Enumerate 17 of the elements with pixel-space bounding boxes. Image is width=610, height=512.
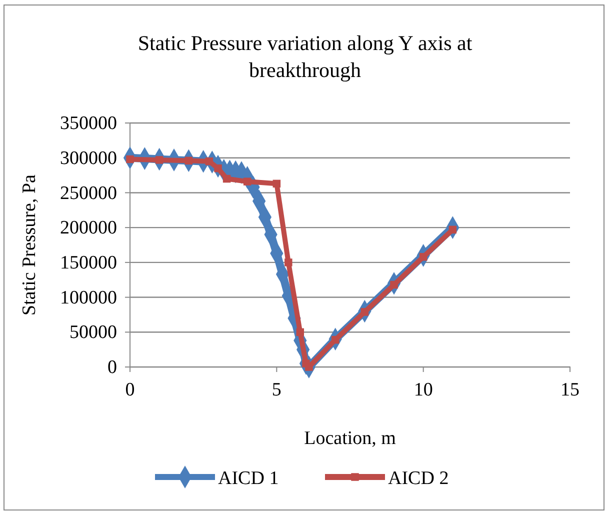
x-tick-label: 0 xyxy=(125,379,135,400)
y-axis-title: Static Pressure, Pa xyxy=(19,174,40,316)
y-tick-label: 0 xyxy=(108,357,117,378)
x-axis-title: Location, m xyxy=(304,428,396,449)
y-tick-label: 250000 xyxy=(60,182,117,204)
y-tick-label: 300000 xyxy=(60,148,117,169)
x-tick-label: 10 xyxy=(414,379,433,400)
y-tick-label: 200000 xyxy=(60,218,117,239)
x-tick-label: 15 xyxy=(560,379,580,400)
x-tick-label: 5 xyxy=(272,379,282,400)
y-tick-label: 100000 xyxy=(60,287,117,308)
chart-title: Static Pressure variation along Y axis at breakthrough xyxy=(138,31,472,82)
y-tick-label: 150000 xyxy=(60,252,117,274)
y-tick-label: 50000 xyxy=(70,322,117,344)
y-tick-label: 350000 xyxy=(60,113,117,134)
legend-label: AICD 2 xyxy=(388,468,449,489)
legend-label: AICD 1 xyxy=(218,468,279,489)
